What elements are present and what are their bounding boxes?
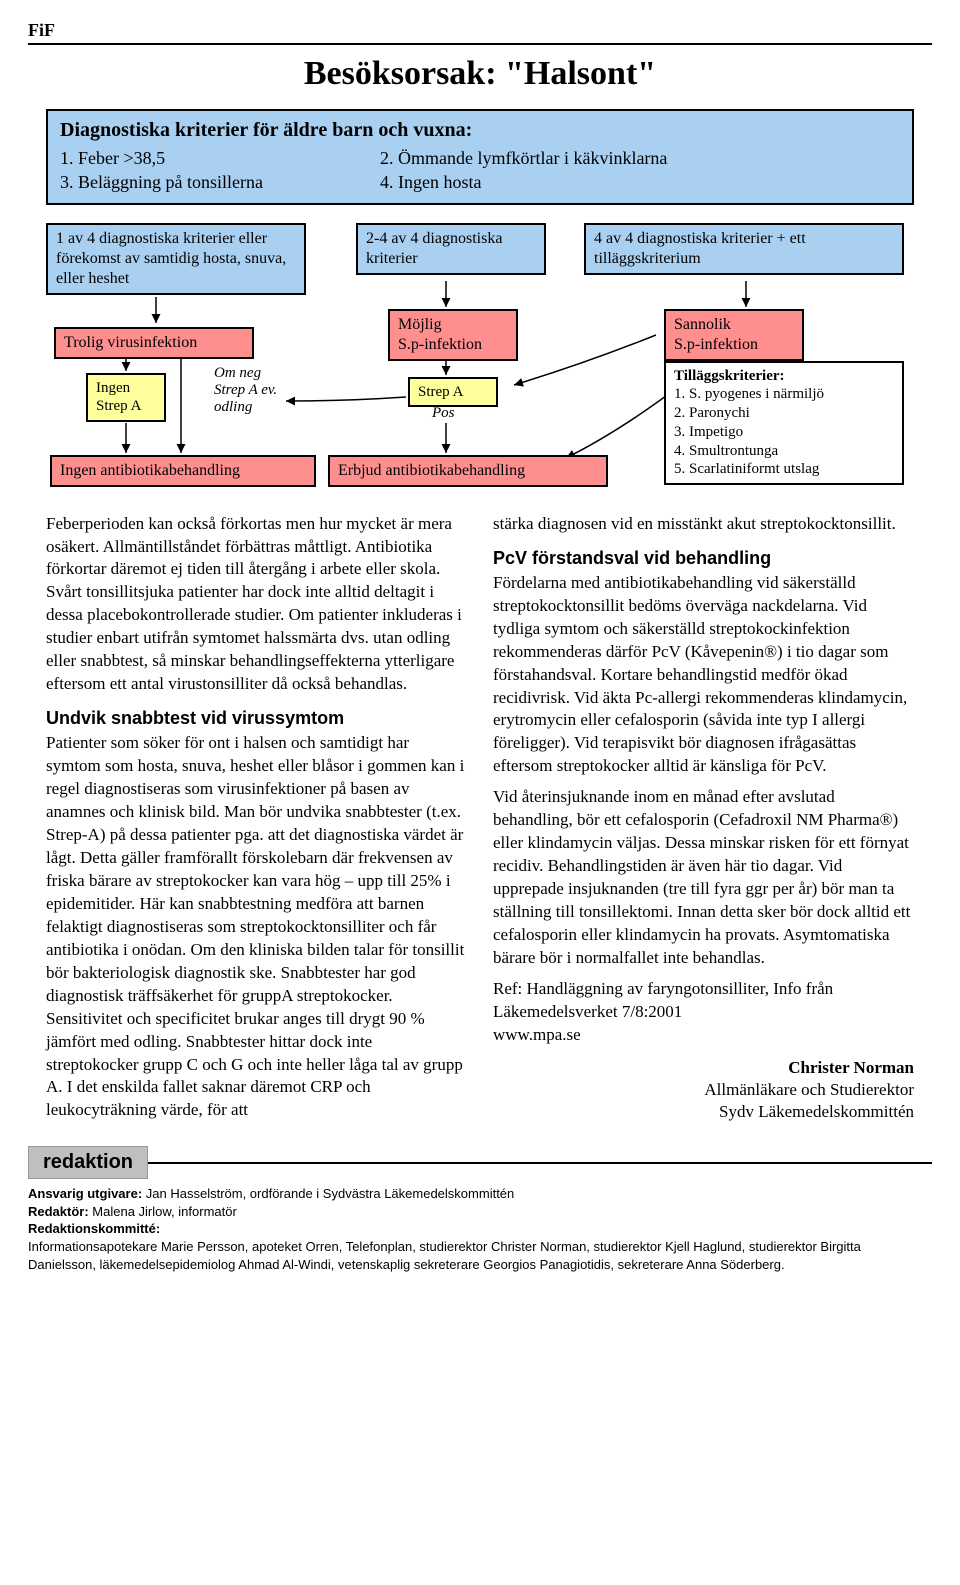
sig-name: Christer Norman [493,1057,914,1079]
node-top-left: 1 av 4 diagnostiska kriterier eller före… [46,223,306,295]
criteria-grid: 1. Feber >38,5 2. Ömmande lymfkörtlar i … [60,146,900,195]
para: Patienter som söker för ont i halsen och… [46,732,467,1122]
redaktion-line: Redaktör: Malena Jirlow, informatör [28,1203,932,1221]
node-sannolik: Sannolik S.p-infektion [664,309,804,361]
col-right: stärka diagnosen vid en misstänkt akut s… [493,513,914,1131]
node-mojlig: Möjlig S.p-infektion [388,309,518,361]
subhead-left: Undvik snabbtest vid virussymtom [46,706,467,730]
node-ingen-strepa: Ingen Strep A [86,373,166,423]
flowchart: 1 av 4 diagnostiska kriterier eller före… [46,223,914,503]
tk-title: Tilläggskriterier: [674,367,894,386]
node-erbjud: Erbjud antibiotikabehandling [328,455,608,487]
node-ingen-antibiotika: Ingen antibiotikabehandling [50,455,316,487]
redaktion-line: Ansvarig utgivare: Jan Hasselström, ordf… [28,1185,932,1203]
col-left: Feberperioden kan också förkortas men hu… [46,513,467,1131]
signature: Christer Norman Allmänläkare och Studier… [493,1057,914,1123]
criteria-box: Diagnostiska kriterier för äldre barn oc… [46,109,914,205]
tk-item: 4. Smultrontunga [674,442,894,461]
redaktion-body: Ansvarig utgivare: Jan Hasselström, ordf… [28,1185,932,1273]
page-title: Besöksorsak: "Halsont" [28,55,932,93]
node-top-right: 4 av 4 diagnostiska kriterier + ett till… [584,223,904,275]
node-pos: Pos [432,405,455,422]
redaktion-label: redaktion [28,1146,148,1179]
para: Fördelarna med antibiotikabehandling vid… [493,572,914,778]
para: Feberperioden kan också förkortas men hu… [46,513,467,697]
para: stärka diagnosen vid en misstänkt akut s… [493,513,914,536]
node-tillaggskriterier: Tilläggskriterier: 1. S. pyogenes i närm… [664,361,904,486]
subhead-right: PcV förstandsval vid behandling [493,546,914,570]
para: Vid återinsjuknande inom en månad efter … [493,786,914,970]
tk-item: 1. S. pyogenes i närmiljö [674,385,894,404]
sig-title: Allmänläkare och Studierektor [493,1079,914,1101]
rule-top [28,43,932,45]
criteria-item: 4. Ingen hosta [380,170,900,194]
tk-item: 5. Scarlatiniformt utslag [674,460,894,479]
criteria-item: 3. Beläggning på tonsillerna [60,170,380,194]
para-ref: Ref: Handläggning av faryngotonsilliter,… [493,978,914,1047]
redaktion-bar: redaktion [28,1146,932,1179]
redaktion-line: Informationsapotekare Marie Persson, apo… [28,1238,932,1273]
node-top-mid: 2-4 av 4 diagnostiska kriterier [356,223,546,275]
tk-item: 3. Impetigo [674,423,894,442]
criteria-item: 2. Ömmande lymfkörtlar i käkvinklarna [380,146,900,170]
body-columns: Feberperioden kan också förkortas men hu… [46,513,914,1131]
redaktion-rule [148,1162,932,1164]
sig-title: Sydv Läkemedelskommittén [493,1101,914,1123]
criteria-title: Diagnostiska kriterier för äldre barn oc… [60,119,900,142]
tk-item: 2. Paronychi [674,404,894,423]
criteria-item: 1. Feber >38,5 [60,146,380,170]
node-om-neg: Om neg Strep A ev. odling [214,365,314,416]
page-header-corner: FiF [28,20,932,41]
node-strepa: Strep A [408,377,498,408]
node-virus: Trolig virusinfektion [54,327,254,359]
redaktion-line: Redaktionskommitté: [28,1220,932,1238]
